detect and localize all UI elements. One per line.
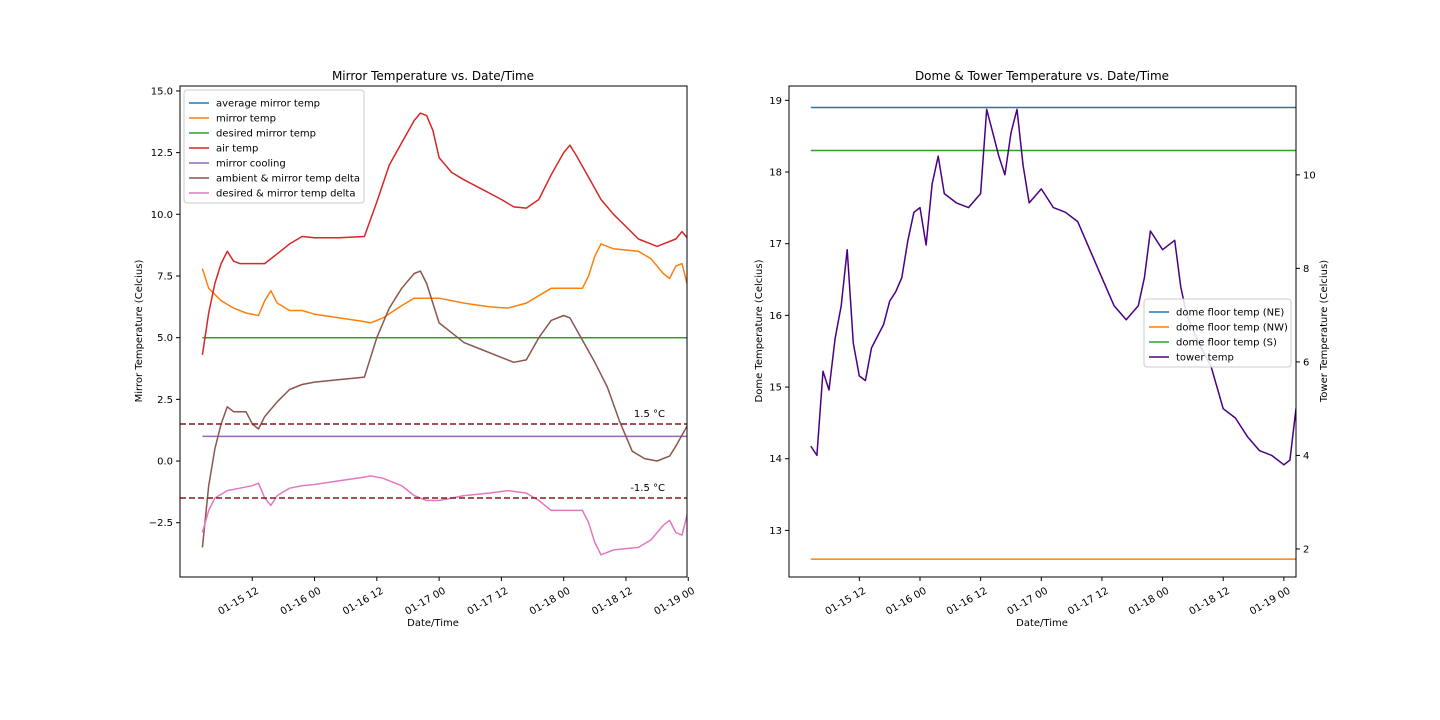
y-tick-label: 14 [769,454,782,465]
legend-entry: average mirror temp [216,99,320,110]
y2-tick-label: 6 [1303,357,1309,368]
plot-frame [788,85,1297,578]
y-tick-label: 5.0 [157,333,173,344]
y2-axis-label: Tower Temperature (Celcius) [1319,260,1330,403]
y-tick-label: 19 [769,96,782,107]
legend-entry: mirror cooling [216,159,286,170]
series-line-3 [201,112,687,356]
y2-tick-label: 10 [1303,170,1316,181]
legend-box [1143,298,1292,368]
y-axis-label: Dome Temperature (Celcius) [754,259,765,402]
chart-title: Dome & Tower Temperature vs. Date/Time [915,69,1169,83]
legend-entry: dome floor temp (NW) [1176,323,1288,334]
y-tick-label: 18 [769,168,782,179]
reference-label-1: -1.5 °C [630,483,665,494]
legend-entry: desired & mirror temp delta [216,189,355,200]
y-axis-label: Mirror Temperature (Celcius) [134,260,145,403]
reference-label-0: 1.5 °C [634,409,665,420]
plot-frame [179,85,688,578]
y2-tick-label: 4 [1303,451,1309,462]
legend-entry: dome floor temp (NE) [1176,308,1284,319]
legend-entry: dome floor temp (S) [1176,338,1277,349]
x-axis-label: Date/Time [407,618,459,629]
legend-entry: ambient & mirror temp delta [216,174,360,185]
y-tick-label: 17 [769,239,782,250]
y-tick-label: 7.5 [157,271,173,282]
y-tick-label: 13 [769,526,782,537]
legend-entry: mirror temp [216,114,276,125]
y-tick-label: −2.5 [149,518,173,529]
y-tick-label: 10.0 [151,210,173,221]
y-tick-label: 15 [769,383,782,394]
y-tick-label: 16 [769,311,782,322]
y-tick-label: 12.5 [151,148,173,159]
legend-box [183,89,365,204]
y2-tick-label: 2 [1303,544,1309,555]
series-line-5 [201,270,687,548]
y2-tick-label: 8 [1303,264,1309,275]
legend-entry: desired mirror temp [216,129,316,140]
chart-title: Mirror Temperature vs. Date/Time [332,69,534,83]
y-tick-label: 15.0 [151,86,173,97]
y-tick-label: 2.5 [157,395,173,406]
legend-entry: air temp [216,144,258,155]
x-axis-label: Date/Time [1016,618,1068,629]
series-line-6 [201,475,687,556]
series-line-1 [201,243,687,324]
series-line-3 [810,108,1296,466]
y-tick-label: 0.0 [157,457,173,468]
legend-entry: tower temp [1176,353,1234,364]
